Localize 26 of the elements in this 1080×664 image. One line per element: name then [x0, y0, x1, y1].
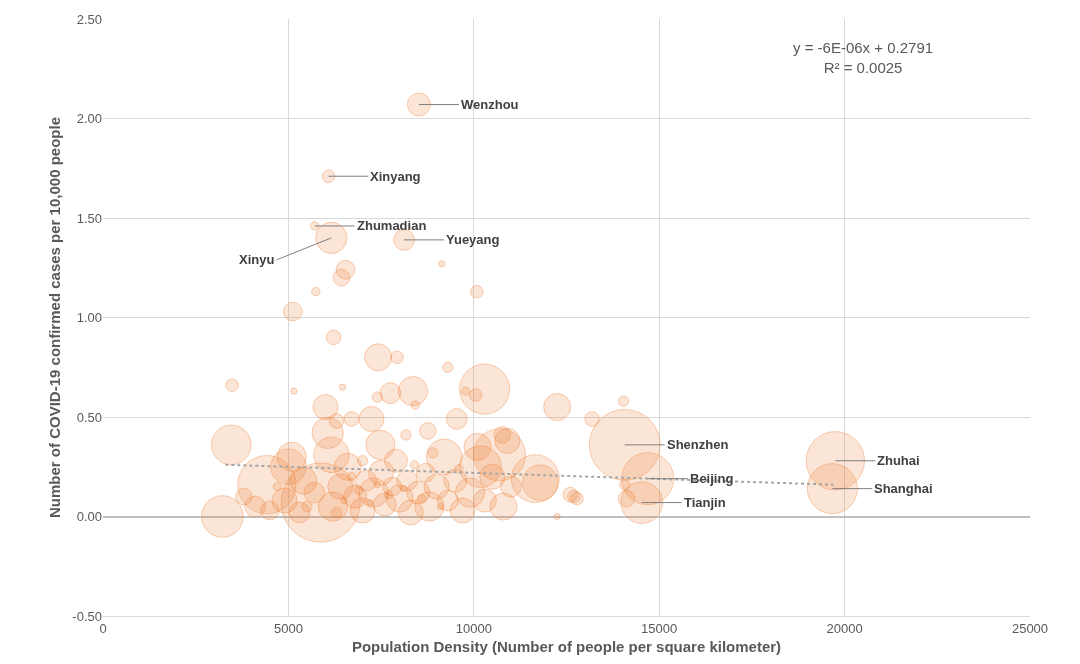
y-tick-label: 0.00	[76, 509, 102, 525]
annotation: Wenzhou	[461, 97, 519, 112]
x-tick-label: 5000	[273, 620, 303, 636]
x-tick-label: 25000	[1011, 620, 1049, 636]
y-axis-title: Number of COVID-19 confirmed cases per 10,000 people	[45, 117, 63, 518]
annotation: Shenzhen	[667, 437, 729, 452]
y-tick-label: 1.50	[76, 210, 102, 226]
annotation: Zhuhai	[877, 453, 920, 468]
y-tick-label: 1.00	[76, 310, 102, 326]
annotation: Beijing	[690, 471, 734, 486]
x-axis-title: Population Density (Number of people per square kilometer)	[351, 637, 782, 655]
annotation: Tianjin	[684, 495, 726, 510]
y-tick-label: 2.50	[76, 11, 102, 27]
annotation: Zhumadian	[357, 218, 427, 233]
y-tick-label: 0.50	[76, 409, 102, 425]
annotation: Xinyu	[239, 252, 275, 267]
annotation: Yueyang	[446, 232, 500, 247]
y-tick-label: 2.00	[76, 111, 102, 127]
x-tick-label: 10000	[455, 620, 492, 636]
x-tick-label: 20000	[826, 620, 863, 636]
annotation: Xinyang	[370, 169, 421, 184]
x-tick-label: 15000	[641, 620, 678, 636]
y-tick-label: -0.50	[72, 608, 102, 624]
x-tick-label: 0	[99, 620, 107, 636]
annotation: Shanghai	[874, 481, 933, 496]
annotation: y = -6E-06x + 0.2791 R² = 0.0025	[793, 39, 934, 76]
